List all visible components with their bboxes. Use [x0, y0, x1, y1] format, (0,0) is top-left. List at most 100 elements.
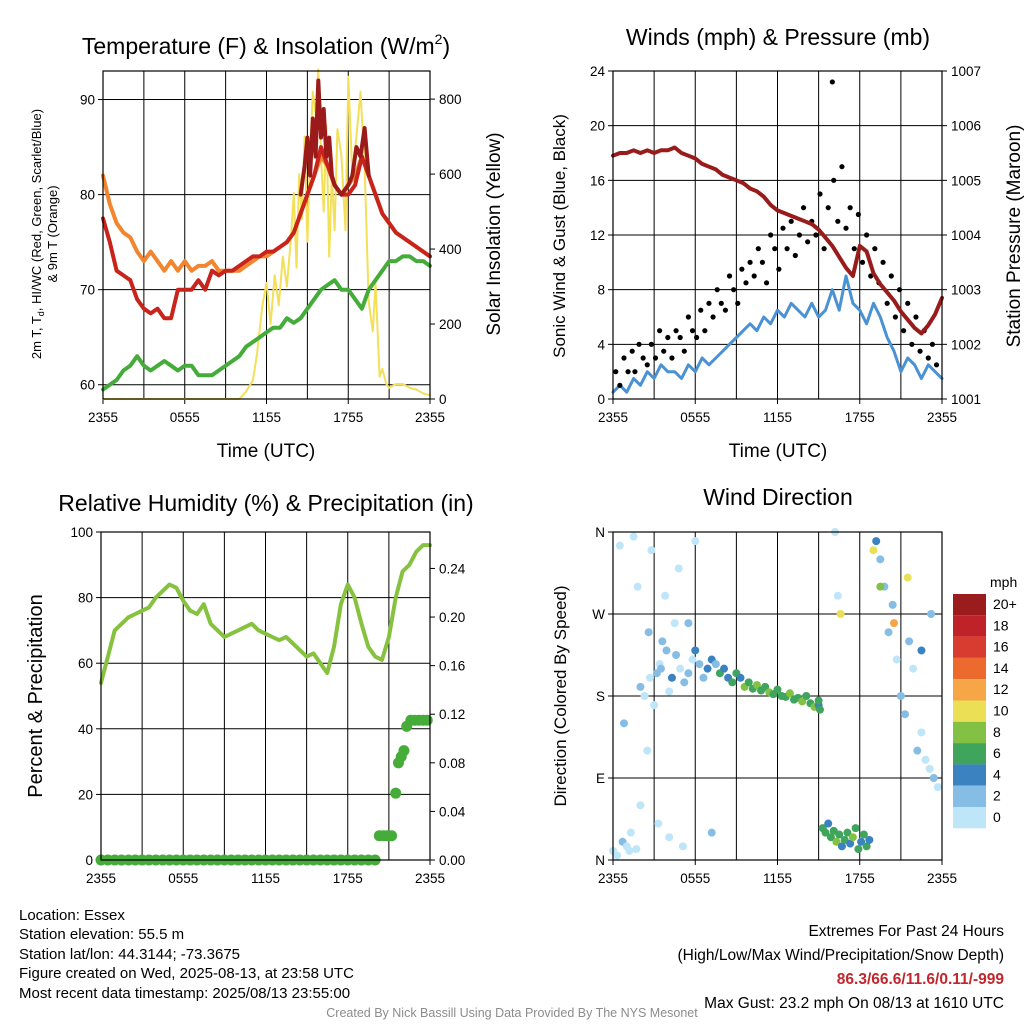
legend-label: 0	[993, 809, 1001, 825]
gust-point	[796, 232, 803, 238]
y-tick-label: 16	[590, 173, 605, 188]
direction-point	[625, 846, 634, 855]
gust-point	[706, 300, 712, 306]
gust-point	[884, 300, 890, 306]
legend-label: 12	[993, 681, 1009, 697]
direction-y-axis-label: Direction (Colored By Speed)	[551, 585, 570, 806]
x-tick-label: 2355	[598, 410, 628, 425]
direction-chart-title: Wind Direction	[703, 484, 853, 510]
humidity-y-axis-label: Percent & Precipitation	[25, 594, 47, 797]
y2-tick-label: 1006	[951, 119, 981, 134]
precip-point	[398, 745, 410, 757]
humidity-plot-area: 0 20 40 60 80 100 0.00 0.04 0.08 0.12 0.16 0.20 0.24…	[70, 525, 465, 886]
direction-point	[905, 637, 914, 646]
wind-plot-area: 0 4 8 12 16 20 24 1001 1002 1003 1004 1005 1006 1007 2…	[590, 64, 982, 425]
direction-point	[833, 591, 842, 600]
direction-point	[832, 837, 841, 846]
x-tick-label: 2355	[598, 871, 628, 886]
direction-point	[802, 692, 811, 700]
direction-point	[633, 582, 642, 591]
gust-point	[731, 287, 737, 293]
gust-point	[772, 246, 778, 252]
gust-point	[888, 273, 894, 279]
direction-point	[744, 678, 753, 687]
direction-point	[890, 619, 899, 628]
station-latlon: Station lat/lon: 44.3144; -73.3675	[19, 945, 241, 963]
y-tick-label: 12	[590, 228, 605, 243]
direction-point	[896, 692, 905, 700]
x-tick-label: 2355	[415, 871, 445, 886]
direction-point	[695, 660, 704, 669]
legend-label: 16	[993, 639, 1009, 655]
direction-point	[921, 755, 930, 764]
y-tick-label: 70	[80, 283, 95, 298]
direction-point	[835, 830, 844, 839]
direction-point	[888, 600, 897, 609]
gust-point	[621, 355, 627, 361]
gust-point	[657, 328, 663, 334]
y-tick-label: 40	[78, 722, 93, 737]
y-tick-label: 100	[70, 525, 93, 540]
legend-label: 2	[993, 788, 1001, 804]
wind-y-axis-label: Sonic Wind & Gust (Blue, Black)	[550, 114, 569, 358]
direction-point	[872, 537, 881, 546]
direction-point	[927, 610, 936, 618]
gust-point	[702, 328, 708, 334]
pressure-y-axis-label: Station Pressure (Maroon)	[1004, 125, 1024, 348]
direction-point	[846, 839, 855, 848]
gust-point	[669, 355, 675, 361]
y2-tick-label: 0.04	[439, 804, 466, 819]
x-tick-label: 1755	[845, 871, 875, 886]
gust-point	[847, 205, 853, 211]
station-location: Location: Essex	[19, 907, 125, 924]
y2-tick-label: 1003	[951, 283, 981, 298]
direction-point	[636, 801, 645, 810]
temperature-y-axis-label: 2m T, Td, HI/WC (Red, Green, Scarlet/Blu…	[29, 109, 46, 359]
gust-point	[735, 300, 741, 306]
legend-label: 14	[993, 660, 1009, 676]
y-tick-label: 0	[85, 853, 93, 868]
gust-point	[747, 259, 753, 265]
y2-tick-label: 0.20	[439, 610, 465, 625]
y2-tick-label: 0.24	[439, 561, 466, 576]
humidity-chart-title: Relative Humidity (%) & Precipitation (i…	[58, 490, 473, 516]
direction-point	[798, 697, 807, 706]
legend-label: 18	[993, 617, 1009, 633]
direction-point	[859, 830, 868, 839]
direction-panel: Wind Direction Direction (Colored By Spe…	[551, 484, 1017, 886]
gust-point	[813, 232, 819, 238]
direction-point	[674, 564, 683, 573]
direction-point	[857, 837, 866, 846]
gust-point	[780, 225, 786, 231]
direction-point	[646, 673, 655, 682]
gust-point	[905, 300, 911, 306]
direction-point	[773, 685, 782, 694]
x-tick-label: 2355	[927, 871, 957, 886]
direction-point	[703, 664, 712, 673]
insolation-y-axis-label: Solar Insolation (Yellow)	[484, 132, 505, 335]
y-tick-label: W	[592, 607, 605, 622]
y2-tick-label: 1004	[951, 228, 982, 243]
gust-point	[896, 287, 903, 293]
wind-x-axis-label: Time (UTC)	[729, 441, 828, 462]
direction-point	[824, 819, 833, 828]
direction-point	[654, 819, 663, 828]
legend-swatch	[953, 764, 986, 786]
gust-point	[864, 232, 870, 238]
direction-point	[688, 655, 697, 664]
gust-point	[831, 177, 837, 183]
precip-point	[421, 714, 433, 726]
x-tick-label: 2355	[415, 410, 445, 425]
gust-point	[710, 314, 716, 320]
humidity-panel: Relative Humidity (%) & Precipitation (i…	[25, 490, 474, 886]
direction-point	[933, 783, 942, 792]
gust-point	[800, 205, 807, 211]
y-tick-label: 90	[80, 93, 95, 108]
direction-point	[843, 828, 852, 837]
y2-tick-label: 1007	[951, 64, 981, 79]
y2-tick-label: 0	[439, 392, 447, 407]
direction-point	[629, 532, 638, 541]
gust-point	[792, 252, 798, 259]
direction-point	[665, 833, 674, 842]
